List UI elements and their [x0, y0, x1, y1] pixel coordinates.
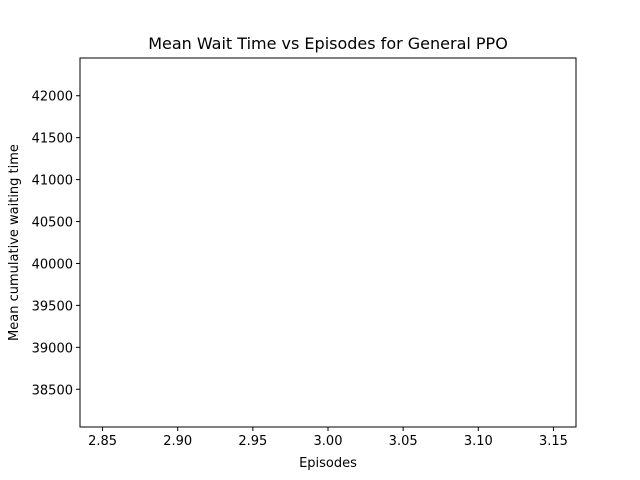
y-tick-label: 41000 [32, 174, 73, 189]
y-tick-label: 40500 [32, 216, 73, 231]
x-axis-ticks: 2.85 2.90 2.95 3.00 3.05 3.10 3.15 [88, 427, 568, 449]
x-tick-label: 3.05 [389, 434, 418, 449]
y-axis-ticks: 38500 39000 39500 40000 40500 41000 41500 42000 [32, 90, 80, 398]
y-tick-label: 41500 [32, 132, 73, 147]
x-tick-label: 2.90 [163, 434, 192, 449]
y-tick-label: 39500 [32, 299, 73, 314]
x-tick-label: 3.00 [314, 434, 343, 449]
y-tick-label: 40000 [32, 257, 73, 272]
y-tick-label: 39000 [32, 341, 73, 356]
x-axis-label: Episodes [299, 456, 357, 471]
plot-area [79, 57, 577, 428]
y-axis-label: Mean cumulative waiting time [7, 144, 22, 341]
x-tick-label: 2.95 [238, 434, 267, 449]
x-tick-label: 3.15 [539, 434, 568, 449]
chart-title: Mean Wait Time vs Episodes for General P… [148, 34, 508, 53]
x-tick-label: 2.85 [88, 434, 117, 449]
y-tick-label: 42000 [32, 90, 73, 105]
y-tick-label: 38500 [32, 383, 73, 398]
x-tick-label: 3.10 [464, 434, 493, 449]
